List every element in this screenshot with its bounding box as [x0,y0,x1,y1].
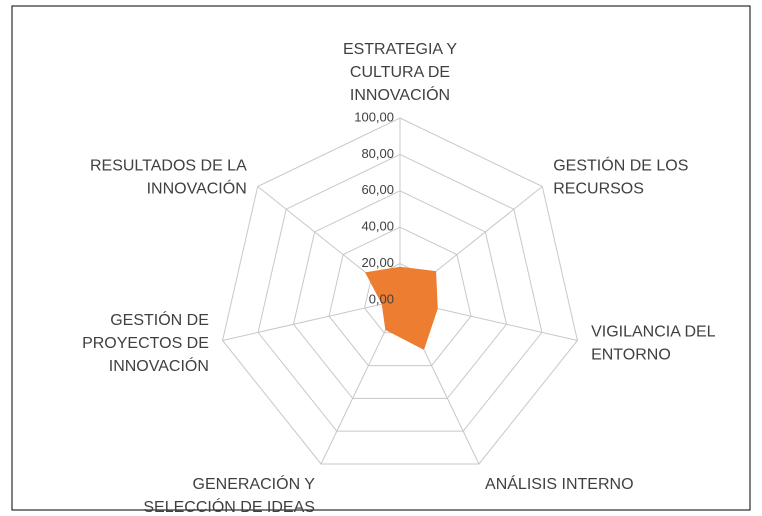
chart-border [11,5,751,511]
r-tick-label: 0,00 [369,291,394,306]
r-tick-label: 80,00 [361,146,394,161]
category-label: INNOVACIÓN [147,179,247,198]
category-label: GESTIÓN DE [110,310,209,329]
r-tick-label: 60,00 [361,182,394,197]
category-label: GESTIÓN DE LOS [553,156,688,175]
category-label: GENERACIÓN Y [193,474,316,493]
category-label: SELECCIÓN DE IDEAS [143,497,315,516]
radar-vertex [385,329,387,331]
radar-area [365,266,438,350]
radar-vertex [436,308,438,310]
radar-vertex [435,271,437,273]
category-label: ENTORNO [591,346,671,363]
category-label: PROYECTOS DE [82,335,209,352]
grid-ring [257,153,543,432]
grid-ring [328,226,472,367]
radar-vertex [365,272,367,274]
category-label: ANÁLISIS INTERNO [485,474,633,493]
r-tick-label: 100,00 [354,109,394,124]
category-label: INNOVACIÓN [109,356,209,375]
category-label: CULTURA DE [350,64,450,81]
radar-vertex [399,266,401,268]
r-tick-label: 20,00 [361,255,394,270]
r-tick-label: 40,00 [361,219,394,234]
grid-ring [222,117,578,465]
category-label: ESTRATEGIA Y [343,41,457,58]
category-label: RESULTADOS DE LA [90,158,247,175]
radar-vertex [423,348,425,350]
grid-ring [292,190,508,399]
spoke [222,299,401,341]
category-label: VIGILANCIA DEL [591,323,716,340]
category-label: RECURSOS [553,181,644,198]
category-label: INNOVACIÓN [350,85,450,104]
radar-vertex [381,303,383,305]
